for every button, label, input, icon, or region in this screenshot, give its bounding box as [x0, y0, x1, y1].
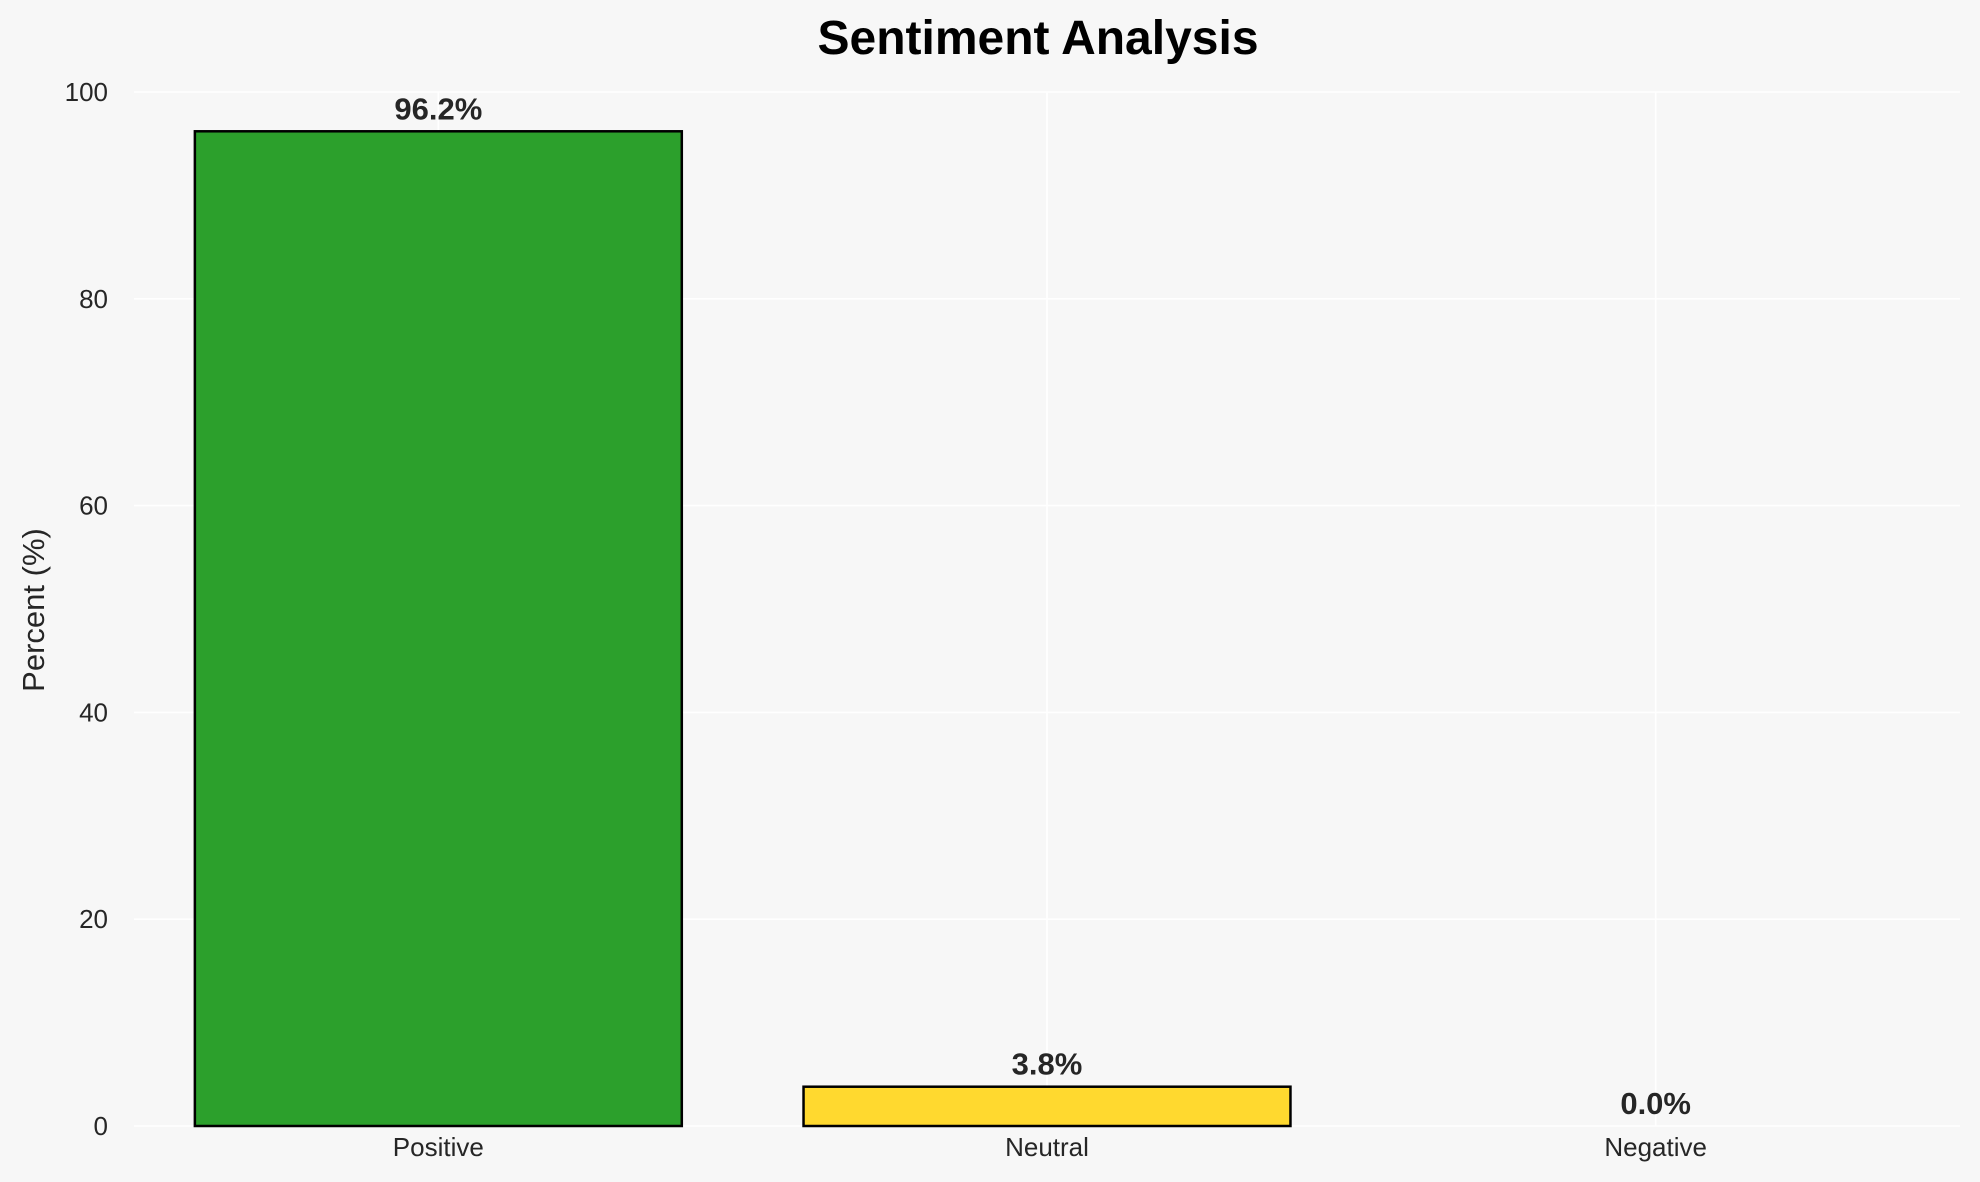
y-tick-label-40: 40: [79, 697, 108, 727]
y-tick-label-20: 20: [79, 904, 108, 934]
bar-positive: [193, 130, 684, 1128]
y-tick-label-60: 60: [79, 491, 108, 521]
x-tick-label-neutral: Neutral: [1005, 1132, 1089, 1162]
data-labels: 96.2% 3.8% 0.0%: [394, 91, 1691, 1121]
chart-title: Sentiment Analysis: [817, 12, 1258, 65]
bar-neutral: [802, 1085, 1292, 1128]
x-tick-label-positive: Positive: [393, 1132, 484, 1162]
bars: [193, 130, 1292, 1128]
y-tick-label-80: 80: [79, 284, 108, 314]
data-label-neutral: 3.8%: [1012, 1047, 1083, 1082]
data-label-positive: 96.2%: [394, 91, 482, 126]
x-tick-label-negative: Negative: [1604, 1132, 1707, 1162]
y-tick-label-0: 0: [94, 1111, 108, 1141]
y-axis-ticks: 0 20 40 60 80 100: [65, 77, 108, 1141]
x-axis-ticks: Positive Neutral Negative: [393, 1132, 1707, 1162]
data-label-negative: 0.0%: [1620, 1086, 1691, 1121]
y-tick-label-100: 100: [65, 77, 108, 107]
y-axis-label: Percent (%): [16, 528, 51, 692]
